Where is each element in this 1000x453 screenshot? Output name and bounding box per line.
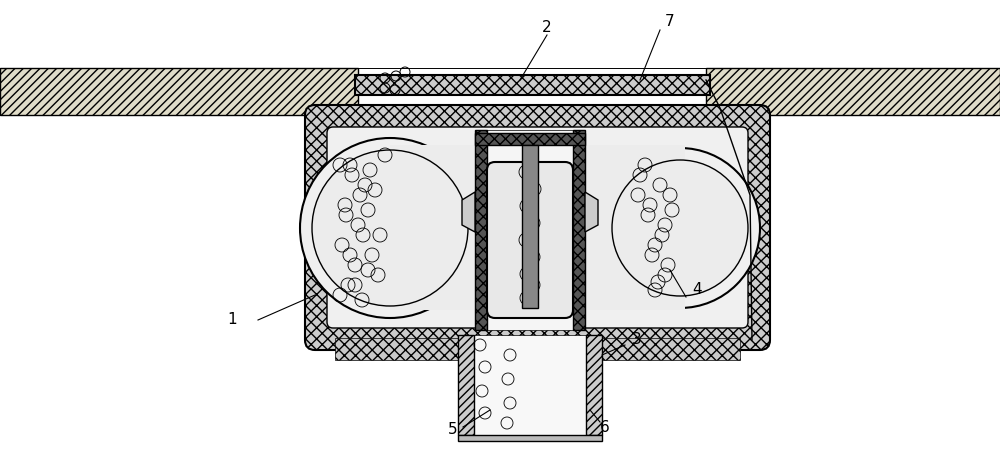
Bar (706, 68, 1000, 115)
Bar (475, 130, 487, 330)
Bar (458, 435, 602, 441)
Text: 4: 4 (692, 283, 702, 298)
Circle shape (600, 148, 760, 308)
FancyBboxPatch shape (487, 162, 573, 318)
Bar (355, 75, 710, 95)
Bar (458, 335, 474, 435)
Circle shape (312, 150, 468, 306)
Circle shape (612, 160, 748, 296)
Bar (335, 338, 740, 360)
Bar (487, 130, 573, 330)
Text: 2: 2 (542, 20, 552, 35)
Bar (475, 133, 585, 145)
FancyBboxPatch shape (327, 127, 748, 328)
Bar (586, 335, 602, 435)
Bar (390, 145, 685, 310)
Polygon shape (585, 192, 598, 232)
Bar (573, 130, 585, 330)
Text: 1: 1 (227, 313, 237, 328)
Bar (0, 68, 358, 115)
Text: 7: 7 (665, 14, 675, 29)
Text: 5: 5 (448, 423, 458, 438)
FancyBboxPatch shape (305, 105, 770, 350)
Bar (522, 145, 538, 308)
Bar (474, 335, 586, 435)
Text: 3: 3 (632, 333, 642, 347)
Text: 6: 6 (600, 420, 610, 435)
Circle shape (300, 138, 480, 318)
Polygon shape (462, 192, 475, 232)
